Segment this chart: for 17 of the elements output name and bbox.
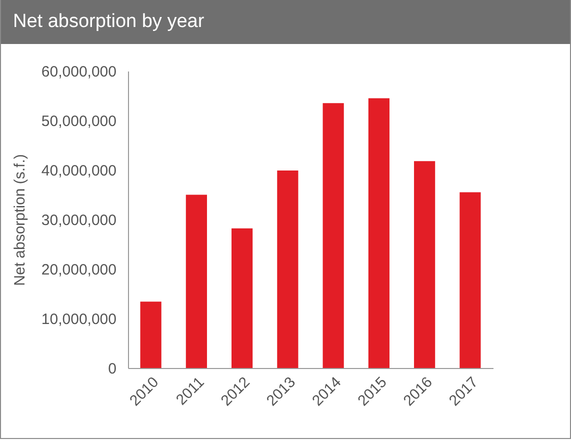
chart-title: Net absorption by year	[1, 0, 570, 44]
y-tick-label: 40,000,000	[41, 162, 116, 180]
bar	[322, 103, 344, 368]
bar	[140, 302, 162, 368]
y-tick-label: 20,000,000	[41, 262, 116, 278]
bar	[414, 161, 436, 368]
y-tick-label: 60,000,000	[41, 64, 116, 80]
bar	[277, 170, 298, 368]
y-axis-title: Net absorption (s.f.)	[11, 154, 28, 286]
bar	[368, 98, 390, 368]
bar	[232, 228, 253, 368]
bar	[186, 194, 207, 368]
y-tick-label: 10,000,000	[41, 311, 116, 328]
bar	[460, 192, 481, 368]
y-tick-label: 50,000,000	[41, 113, 116, 130]
y-tick-label: 0	[108, 360, 116, 378]
y-tick-label: 30,000,000	[41, 212, 116, 229]
